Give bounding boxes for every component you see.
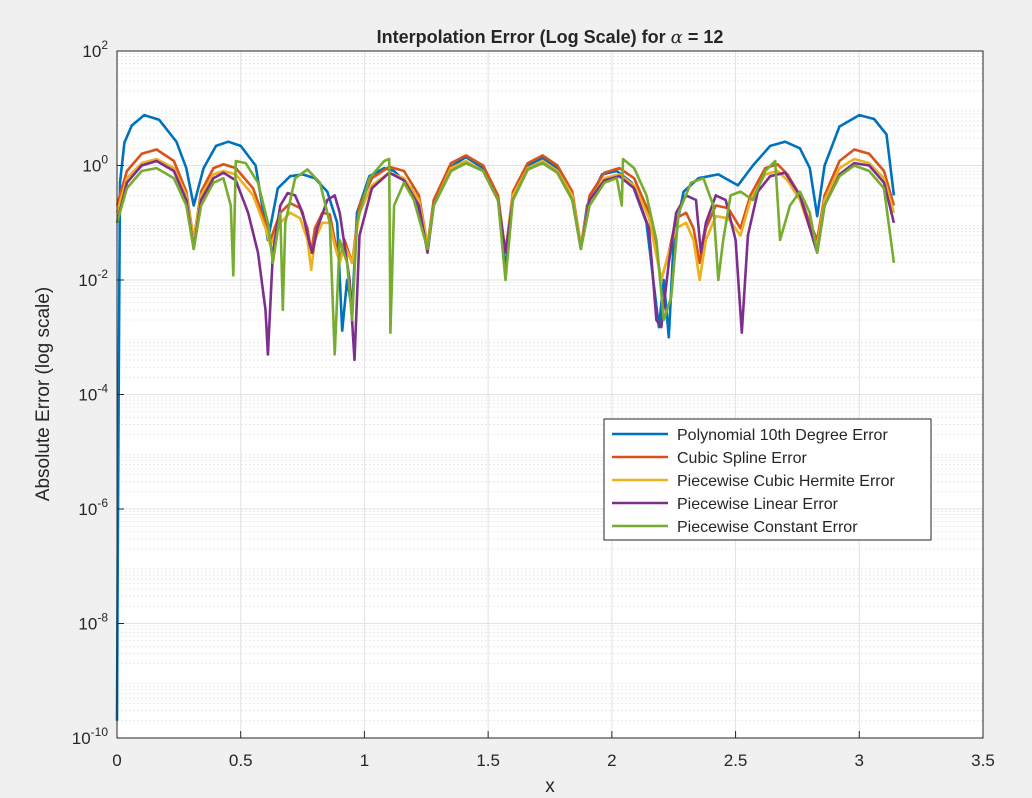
legend-label: Piecewise Cubic Hermite Error <box>677 473 896 490</box>
y-tick-base: 10 <box>78 500 97 519</box>
series-layer <box>115 113 896 721</box>
y-tick-exponent: -8 <box>97 611 108 625</box>
series-line-2 <box>115 148 896 282</box>
y-tick-exponent: -10 <box>91 725 109 739</box>
x-tick-label: 2 <box>607 751 616 770</box>
legend-label: Piecewise Linear Error <box>677 496 839 513</box>
x-tick-label: 1 <box>360 751 369 770</box>
y-tick-label: 10-4 <box>78 382 108 405</box>
y-tick-exponent: 2 <box>101 38 108 52</box>
x-tick-label: 3 <box>855 751 864 770</box>
y-axis-label: Absolute Error (log scale) <box>33 287 54 501</box>
minor-grid <box>117 53 983 722</box>
x-tick-label: 1.5 <box>476 751 500 770</box>
y-tick-label: 102 <box>82 38 108 61</box>
y-tick-base: 10 <box>82 42 101 61</box>
y-tick-label: 10-8 <box>78 611 108 634</box>
legend-label: Polynomial 10th Degree Error <box>677 427 888 444</box>
x-tick-label: 2.5 <box>724 751 748 770</box>
y-tick-exponent: -4 <box>97 382 108 396</box>
series-line-1 <box>115 113 896 721</box>
y-tick-label: 10-2 <box>78 267 108 290</box>
x-tick-label: 3.5 <box>971 751 995 770</box>
x-axis-label: x <box>545 776 555 797</box>
y-tick-base: 10 <box>78 615 97 634</box>
y-tick-label: 10-6 <box>78 496 108 519</box>
legend-label: Piecewise Constant Error <box>677 519 858 536</box>
y-tick-exponent: -2 <box>97 267 108 281</box>
y-tick-label: 10-10 <box>72 725 109 748</box>
chart-title-suffix: = 12 <box>683 27 724 47</box>
y-tick-base: 10 <box>82 157 101 176</box>
y-tick-exponent: -6 <box>97 496 108 510</box>
chart-title-alpha: α <box>671 27 683 48</box>
chart-title-prefix: Interpolation Error (Log Scale) for <box>377 27 671 47</box>
legend-label: Cubic Spline Error <box>677 450 808 467</box>
y-tick-base: 10 <box>72 729 91 748</box>
x-tick-label: 0 <box>112 751 121 770</box>
series-line-5 <box>115 157 896 356</box>
y-tick-base: 10 <box>78 271 97 290</box>
chart-title: Interpolation Error (Log Scale) for α = … <box>377 27 724 48</box>
legend[interactable]: Polynomial 10th Degree Error Cubic Spline… <box>603 418 932 541</box>
x-axis-ticks: 0 0.5 1 1.5 2 2.5 3 3.5 <box>112 731 995 770</box>
y-tick-exponent: 0 <box>101 153 108 167</box>
y-tick-base: 10 <box>78 386 97 405</box>
y-tick-label: 100 <box>82 153 108 176</box>
x-tick-label: 0.5 <box>229 751 253 770</box>
